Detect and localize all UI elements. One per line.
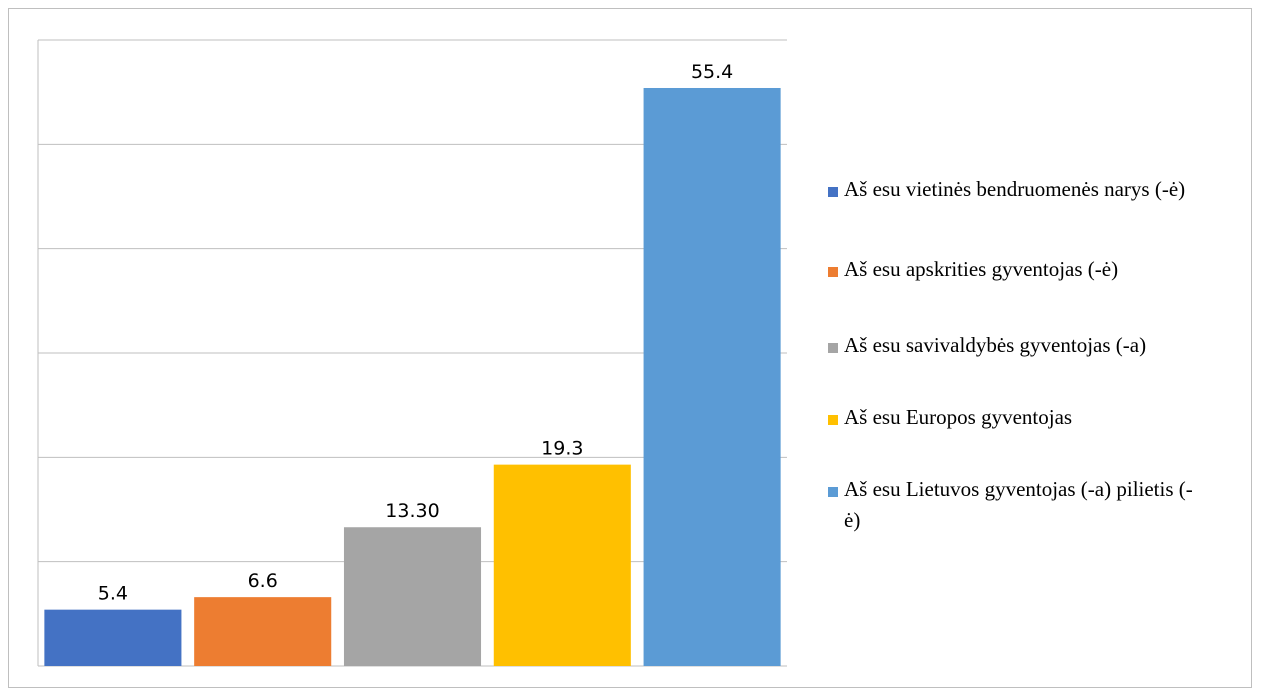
data-label-2: 6.6 — [248, 570, 278, 592]
legend-swatch-1 — [828, 187, 838, 197]
bar-3 — [343, 527, 482, 666]
legend-label-1: Aš esu vietinės bendruomenės narys (-ė) — [844, 177, 1186, 201]
legend-label-2: Aš esu apskrities gyventojas (-ė) — [844, 257, 1119, 281]
data-label-1: 5.4 — [98, 583, 128, 605]
data-label-3: 13.30 — [385, 500, 439, 522]
bar-1 — [44, 609, 182, 666]
legend-swatch-5 — [828, 487, 838, 497]
bar-2 — [194, 597, 332, 666]
legend-label-3: Aš esu savivaldybės gyventojas (-a) — [844, 333, 1147, 357]
legend-swatch-2 — [828, 267, 838, 277]
legend-label-5: Aš esu Lietuvos gyventojas (-a) pilietis… — [844, 477, 1193, 532]
legend-item-5: Aš esu Lietuvos gyventojas (-a) pilietis… — [828, 477, 1204, 536]
legend-swatch-4 — [828, 415, 838, 425]
legend-item-3: Aš esu savivaldybės gyventojas (-a) — [828, 333, 1204, 361]
data-label-5: 55.4 — [691, 61, 733, 83]
legend-swatch-3 — [828, 343, 838, 353]
legend-item-2: Aš esu apskrities gyventojas (-ė) — [828, 257, 1204, 285]
bar-4 — [493, 464, 631, 666]
legend-label-4: Aš esu Europos gyventojas — [844, 405, 1073, 429]
data-label-4: 19.3 — [541, 438, 583, 460]
legend-item-4: Aš esu Europos gyventojas — [828, 405, 1204, 433]
legend-item-1: Aš esu vietinės bendruomenės narys (-ė) — [828, 177, 1204, 205]
bar-5 — [643, 87, 781, 666]
